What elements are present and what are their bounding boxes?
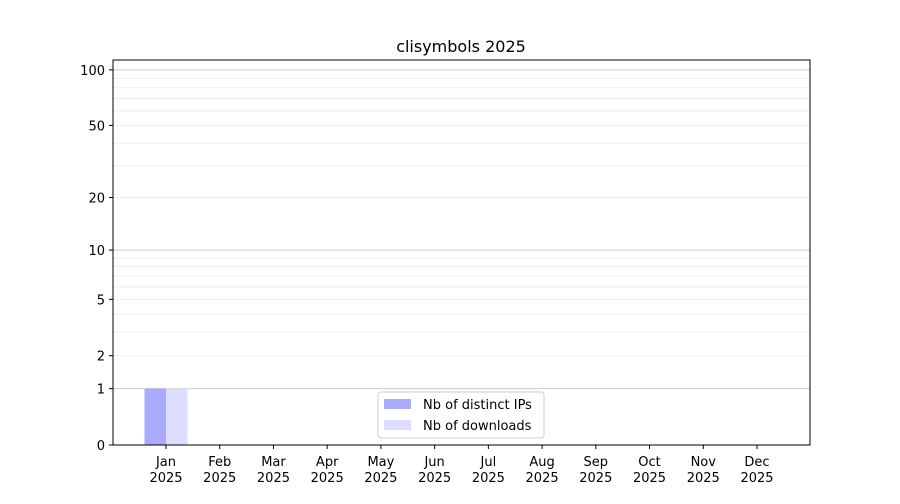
legend: Nb of distinct IPs Nb of downloads (377, 391, 545, 439)
x-tick-label: Jul (480, 455, 497, 470)
legend-label-ips: Nb of distinct IPs (423, 398, 532, 413)
x-tick-label: 2025 (203, 471, 236, 486)
x-tick-label: Jan (155, 455, 176, 470)
y-axis: 0 1 2 5 10 20 50 100 (80, 64, 113, 454)
x-tick-label: 2025 (526, 471, 559, 486)
x-tick-label: 2025 (633, 471, 666, 486)
bar-downloads (166, 388, 188, 445)
y-tick-label: 1 (97, 383, 105, 398)
x-tick-label: 2025 (579, 471, 612, 486)
legend-swatch-ips (384, 399, 411, 409)
x-tick-label: Dec (744, 455, 769, 470)
x-axis: Jan2025Feb2025Mar2025Apr2025May2025Jun20… (149, 445, 774, 486)
x-tick-label: Nov (691, 455, 717, 470)
x-tick-label: Jun (423, 455, 444, 470)
legend-swatch-downloads (384, 420, 411, 430)
bar-distinct-ips (144, 388, 166, 445)
x-tick-label: May (367, 455, 394, 470)
x-tick-label: 2025 (472, 471, 505, 486)
legend-label-downloads: Nb of downloads (423, 419, 532, 434)
x-tick-label: 2025 (740, 471, 773, 486)
x-tick-label: Feb (208, 455, 231, 470)
x-tick-label: 2025 (257, 471, 290, 486)
plot-frame (112, 59, 811, 446)
x-tick-label: Sep (584, 455, 609, 470)
legend-box (377, 391, 545, 439)
x-tick-label: Mar (261, 455, 286, 470)
bars (144, 388, 188, 445)
y-tick-label: 2 (97, 350, 105, 365)
chart-title: clisymbols 2025 (396, 37, 526, 56)
x-tick-label: 2025 (364, 471, 397, 486)
y-tick-label: 20 (88, 192, 105, 207)
grid (113, 69, 810, 390)
y-tick-label: 5 (97, 293, 105, 308)
x-tick-label: 2025 (418, 471, 451, 486)
x-tick-label: Aug (529, 455, 554, 470)
x-tick-label: 2025 (149, 471, 182, 486)
y-tick-label: 50 (88, 119, 105, 134)
y-tick-label: 10 (88, 244, 105, 259)
x-tick-label: Apr (316, 455, 339, 470)
x-tick-label: 2025 (311, 471, 344, 486)
y-tick-label: 0 (97, 439, 105, 454)
x-tick-label: 2025 (687, 471, 720, 486)
x-tick-label: Oct (638, 455, 660, 470)
y-tick-label: 100 (80, 64, 105, 79)
